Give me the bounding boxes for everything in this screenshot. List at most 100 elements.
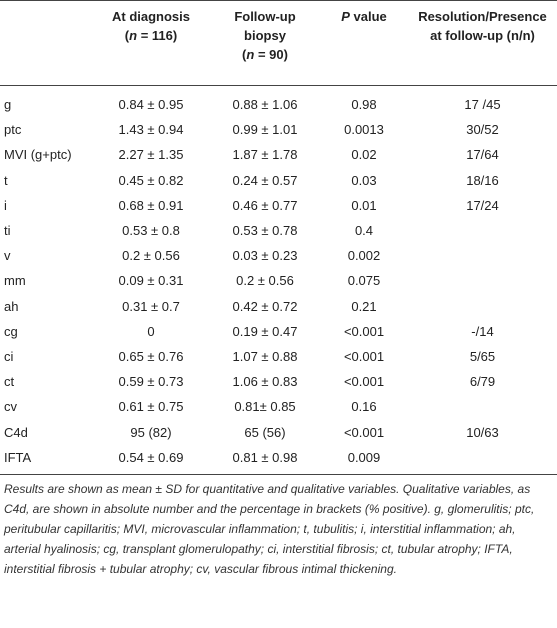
table-cell: 1.43 ± 0.94 — [118, 122, 184, 138]
header-line: At diagnosis — [92, 7, 210, 26]
table-cell: 0.59 ± 0.73 — [118, 374, 184, 390]
table-cell: 95 (82) — [130, 424, 172, 440]
row-label: MVI (g+ptc) — [4, 147, 72, 163]
table-cell: 17/24 — [466, 197, 499, 213]
header-row: At diagnosis (n = 116) Follow-up biopsy (n =… — [0, 0, 557, 86]
row-label: ti — [4, 223, 11, 239]
data-table: At diagnosis (n = 116) Follow-up biopsy (n =… — [0, 0, 557, 475]
table-cell: 0.09 ± 0.31 — [118, 273, 184, 289]
table-row: i 0.68 ± 0.91 0.46 ± 0.77 0.01 17/24 — [0, 193, 557, 218]
row-label: ci — [4, 348, 14, 364]
header-line: (n = 90) — [210, 45, 320, 64]
table-cell: 0.4 — [354, 223, 374, 239]
header-line: (n = 116) — [92, 26, 210, 45]
table-cell: 0.24 ± 0.57 — [232, 172, 298, 188]
table-cell: 17 /45 — [464, 97, 501, 113]
table-cell: 0.53 ± 0.78 — [232, 223, 298, 239]
row-label: ct — [4, 374, 15, 390]
header-text: n — [129, 28, 138, 43]
table-cell: 30/52 — [466, 122, 499, 138]
table-cell — [408, 294, 557, 319]
row-label: cg — [4, 323, 18, 339]
table-cell: 5/65 — [469, 348, 496, 364]
row-label: ah — [4, 298, 19, 314]
table-cell: 0.84 ± 0.95 — [118, 97, 184, 113]
table-cell: 0.0013 — [344, 122, 384, 138]
row-label: v — [4, 248, 11, 264]
header-text: ( — [124, 28, 130, 43]
table-cell: 17/64 — [466, 147, 499, 163]
table-cell: 10/63 — [466, 424, 499, 440]
table-cell: 1.87 ± 1.78 — [232, 147, 298, 163]
table-cell: 0.19 ± 0.47 — [232, 323, 298, 339]
table-cell: 65 (56) — [244, 424, 286, 440]
header-text: n — [246, 47, 255, 62]
table-cell: <0.001 — [343, 323, 385, 339]
header-cell: P value — [320, 0, 408, 86]
header-cell: Follow-up biopsy (n = 90) — [210, 0, 320, 86]
header-line: Resolution/Presence — [408, 7, 557, 26]
table-row: t 0.45 ± 0.82 0.24 ± 0.57 0.03 18/16 — [0, 168, 557, 193]
table-cell: 0.03 ± 0.23 — [232, 248, 298, 264]
header-cell — [0, 0, 92, 86]
table-cell: 0.002 — [347, 248, 381, 264]
table-cell: 0.46 ± 0.77 — [232, 197, 298, 213]
table-cell: 1.07 ± 0.88 — [232, 348, 298, 364]
header-text: at follow-up (n/n) — [430, 28, 535, 43]
header-text: P — [341, 9, 350, 24]
row-label: t — [4, 172, 8, 188]
table-cell: 0.42 ± 0.72 — [232, 298, 298, 314]
table-cell: 2.27 ± 1.35 — [118, 147, 184, 163]
header-text: value — [349, 9, 387, 24]
table-row: cg 0 0.19 ± 0.47 <0.001 -/14 — [0, 319, 557, 344]
table-row: mm 0.09 ± 0.31 0.2 ± 0.56 0.075 — [0, 268, 557, 293]
header-text: ( — [242, 47, 247, 62]
table-row: cv 0.61 ± 0.75 0.81± 0.85 0.16 — [0, 394, 557, 419]
table-cell: 18/16 — [466, 172, 499, 188]
table-body: g 0.84 ± 0.95 0.88 ± 1.06 0.98 17 /45 ptc 1.43… — [0, 86, 557, 475]
table-cell: 0.075 — [347, 273, 381, 289]
header-text: Follow-up — [234, 9, 296, 24]
table-row: v 0.2 ± 0.56 0.03 ± 0.23 0.002 — [0, 243, 557, 268]
table-cell: <0.001 — [343, 424, 385, 440]
table-cell: 0.68 ± 0.91 — [118, 197, 184, 213]
row-label: i — [4, 197, 7, 213]
header-line: P value — [320, 7, 408, 26]
table-cell: 0.65 ± 0.76 — [118, 348, 184, 364]
table-cell: <0.001 — [343, 374, 385, 390]
table-cell: 0.81± 0.85 — [234, 399, 296, 415]
table-cell: 0.31 ± 0.7 — [122, 298, 180, 314]
table-row: ct 0.59 ± 0.73 1.06 ± 0.83 <0.001 6/79 — [0, 369, 557, 394]
header-text: = 116) — [137, 28, 178, 43]
table-cell: 1.06 ± 0.83 — [232, 374, 298, 390]
table-cell — [408, 218, 557, 243]
table-cell: 0.16 — [351, 399, 377, 415]
table-cell: 0.02 — [351, 147, 377, 163]
table-cell: 0.98 — [351, 97, 377, 113]
header-cell: Resolution/Presence at follow-up (n/n) — [408, 0, 557, 86]
table-cell: 0.61 ± 0.75 — [118, 399, 184, 415]
header-text: At diagnosis — [111, 9, 190, 24]
row-label: mm — [4, 273, 26, 289]
table-cell: 0.53 ± 0.8 — [122, 223, 180, 239]
table-cell: -/14 — [471, 323, 494, 339]
table-cell — [408, 394, 557, 419]
row-label: g — [4, 97, 12, 113]
header-line: Follow-up — [210, 7, 320, 26]
header-line: biopsy — [210, 26, 320, 45]
table-row: ptc 1.43 ± 0.94 0.99 ± 1.01 0.0013 30/52 — [0, 117, 557, 142]
table-row: ah 0.31 ± 0.7 0.42 ± 0.72 0.21 — [0, 294, 557, 319]
table-cell — [408, 444, 557, 475]
table-cell: 6/79 — [469, 374, 496, 390]
table-cell — [408, 268, 557, 293]
table-cell: 0.99 ± 1.01 — [232, 122, 298, 138]
table-cell: 0.03 — [351, 172, 377, 188]
header-text: biopsy — [244, 28, 286, 43]
table-cell: 0 — [147, 323, 155, 339]
table-row: g 0.84 ± 0.95 0.88 ± 1.06 0.98 17 /45 — [0, 86, 557, 118]
table-row: ci 0.65 ± 0.76 1.07 ± 0.88 <0.001 5/65 — [0, 344, 557, 369]
header-cell: At diagnosis (n = 116) — [92, 0, 210, 86]
row-label: ptc — [4, 122, 22, 138]
header-text: Resolution/Presence — [418, 9, 547, 24]
